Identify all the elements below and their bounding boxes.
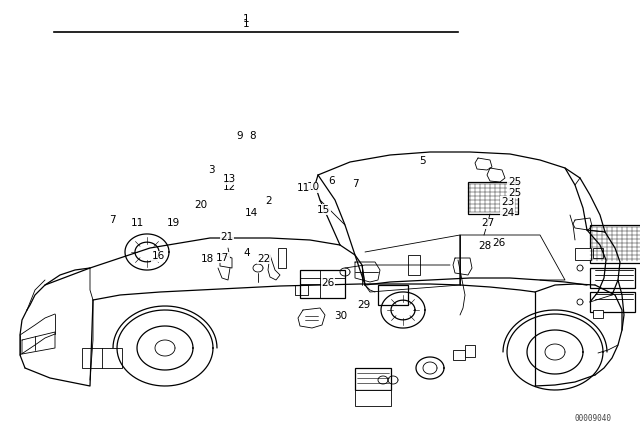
- Bar: [590, 268, 635, 288]
- Text: 1: 1: [243, 19, 250, 29]
- Bar: [465, 345, 475, 357]
- Text: 7: 7: [353, 179, 359, 189]
- Text: 3: 3: [208, 165, 214, 175]
- Text: 6: 6: [328, 177, 335, 186]
- Bar: [593, 310, 603, 318]
- Text: 28: 28: [478, 241, 491, 250]
- Text: 7: 7: [109, 215, 115, 224]
- Bar: [355, 368, 391, 390]
- Text: 27: 27: [481, 218, 494, 228]
- Text: 4: 4: [243, 248, 250, 258]
- Bar: [355, 390, 391, 406]
- Text: 5: 5: [419, 156, 426, 166]
- Text: 12: 12: [223, 182, 236, 192]
- Text: 29: 29: [357, 300, 370, 310]
- Text: 00009040: 00009040: [574, 414, 611, 423]
- Text: 13: 13: [223, 174, 236, 184]
- Text: 24: 24: [501, 208, 514, 218]
- Text: 23: 23: [501, 197, 514, 207]
- Bar: [590, 225, 640, 263]
- Bar: [300, 270, 345, 298]
- Text: 25: 25: [508, 188, 521, 198]
- Text: 20: 20: [194, 200, 207, 210]
- Bar: [575, 248, 591, 260]
- Text: 22: 22: [258, 254, 271, 264]
- Text: 18: 18: [201, 254, 214, 264]
- Text: 16: 16: [152, 251, 164, 261]
- Text: 8: 8: [249, 131, 255, 141]
- Text: 11: 11: [297, 183, 310, 193]
- Text: 25: 25: [508, 177, 521, 187]
- Text: 2: 2: [266, 196, 272, 206]
- Text: 9: 9: [237, 131, 243, 141]
- Text: 17: 17: [216, 253, 229, 263]
- Text: 21: 21: [221, 232, 234, 241]
- Text: 26: 26: [321, 278, 334, 288]
- Text: 14: 14: [245, 208, 258, 218]
- Text: 19: 19: [167, 218, 180, 228]
- Bar: [468, 182, 518, 214]
- Text: 1: 1: [243, 14, 250, 24]
- Bar: [82, 348, 122, 368]
- Bar: [590, 292, 635, 312]
- Text: 26: 26: [493, 238, 506, 248]
- Bar: [378, 285, 408, 305]
- Bar: [453, 350, 465, 360]
- Text: 10: 10: [307, 182, 320, 192]
- Bar: [278, 248, 286, 268]
- Bar: [408, 255, 420, 275]
- Bar: [593, 248, 603, 258]
- Text: 15: 15: [317, 205, 330, 215]
- Text: 11: 11: [131, 218, 144, 228]
- Text: 30: 30: [335, 311, 348, 321]
